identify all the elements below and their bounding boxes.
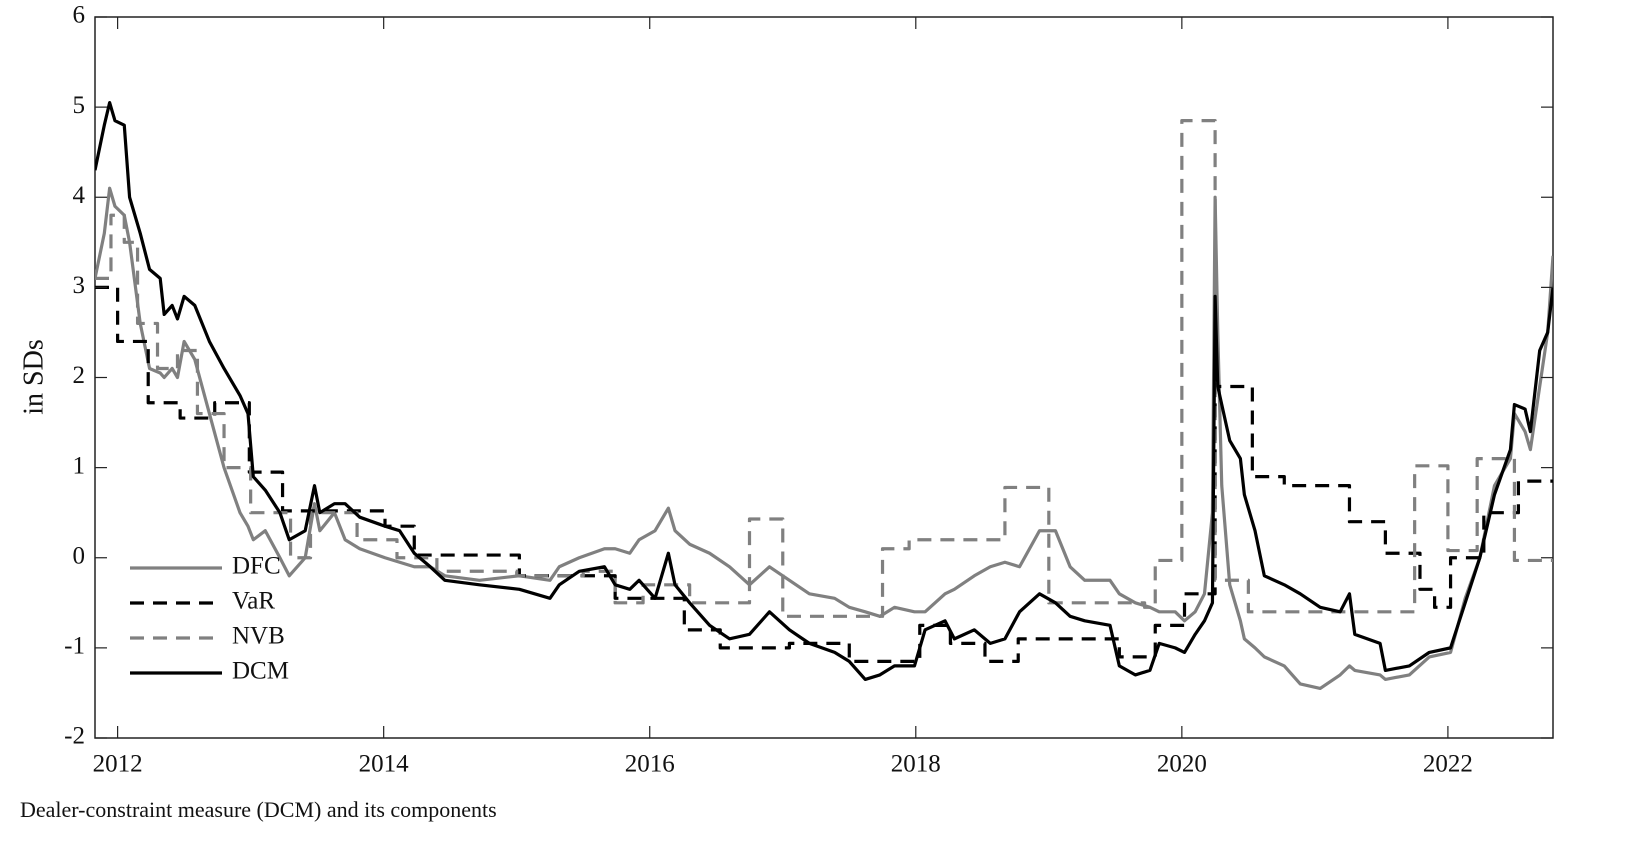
series-line (95, 186, 1553, 691)
y-tick-label: 3 (73, 272, 86, 299)
plot-lines (95, 101, 1553, 691)
y-tick-label: -1 (64, 633, 85, 660)
x-tick-label: 2020 (1157, 751, 1207, 778)
y-tick-label: 1 (73, 452, 86, 479)
y-tick-label: 0 (73, 542, 86, 569)
legend-label: NVB (232, 623, 285, 650)
y-axis-label: in SDs (18, 339, 49, 414)
x-tick-label: 2018 (891, 751, 941, 778)
series-line (95, 101, 1553, 682)
y-tick-label: 6 (73, 2, 86, 29)
x-tick-label: 2016 (625, 751, 675, 778)
y-tick-label: -2 (64, 723, 85, 750)
legend-label: DCM (232, 658, 289, 685)
y-tick-label: 5 (73, 92, 86, 119)
legend-label: VaR (232, 588, 275, 615)
series-line (95, 285, 1553, 663)
caption: Dealer-constraint measure (DCM) and its … (20, 797, 497, 822)
legend-label: DFC (232, 553, 281, 580)
y-tick-label: 4 (73, 182, 86, 209)
plot-frame (94, 16, 1554, 739)
x-tick-label: 2014 (359, 751, 410, 778)
x-tick-label: 2022 (1423, 751, 1473, 778)
x-tick-label: 2012 (93, 751, 143, 778)
y-tick-label: 2 (73, 362, 86, 389)
series-line (95, 119, 1553, 618)
